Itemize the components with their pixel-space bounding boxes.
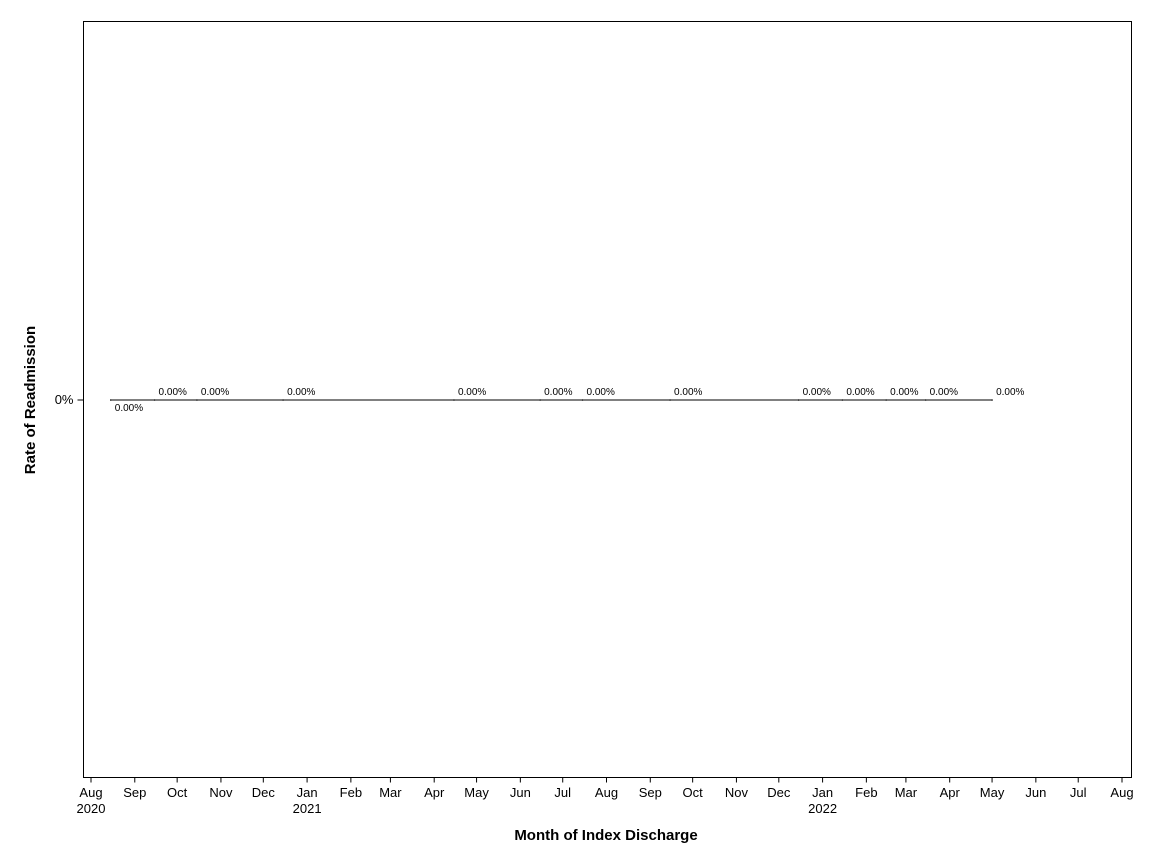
x-axis-title: Month of Index Discharge <box>514 827 697 844</box>
x-tick-label: May <box>980 785 1005 800</box>
data-point <box>991 399 993 401</box>
x-tick-label: Apr <box>424 785 445 800</box>
data-point <box>581 399 584 401</box>
x-tick-label: Sep <box>639 785 662 800</box>
series-layer: 0.00% 0.00% 0.00% 0.00% 0.00% 0.00% 0.00% 0.00%… <box>109 387 1025 414</box>
x-axis: Aug Sep Oct Nov Dec Jan Feb Mar Apr May Jun Jul Aug S… <box>77 777 1134 816</box>
x-year-label: 2021 <box>293 801 322 816</box>
data-point <box>841 399 844 401</box>
data-point <box>885 399 887 401</box>
x-tick-label: Jun <box>510 785 531 800</box>
x-tick-label: Sep <box>123 785 146 800</box>
data-label: 0.00% <box>201 387 229 398</box>
x-tick-label: Feb <box>340 785 362 800</box>
x-tick-label: Feb <box>855 785 877 800</box>
data-label: 0.00% <box>115 403 143 414</box>
x-tick-label: Aug <box>1110 785 1133 800</box>
data-label: 0.00% <box>458 387 486 398</box>
data-label: 0.00% <box>803 387 831 398</box>
x-tick-label: Jun <box>1025 785 1046 800</box>
data-point <box>153 399 156 401</box>
data-point <box>453 399 455 401</box>
data-label: 0.00% <box>287 387 315 398</box>
x-tick-label: Mar <box>379 785 402 800</box>
data-label: 0.00% <box>890 387 918 398</box>
data-point <box>109 399 112 401</box>
y-axis-title: Rate of Readmission <box>22 326 39 474</box>
data-label: 0.00% <box>674 387 702 398</box>
data-point <box>669 399 671 401</box>
data-point <box>196 399 198 401</box>
data-label: 0.00% <box>996 387 1024 398</box>
data-label: 0.00% <box>930 387 958 398</box>
data-point <box>539 399 541 401</box>
x-tick-label: Jan <box>812 785 833 800</box>
data-label: 0.00% <box>544 387 572 398</box>
y-axis: 0% <box>55 392 84 407</box>
x-tick-label: Jan <box>297 785 318 800</box>
x-tick-label: Jul <box>554 785 571 800</box>
x-tick-label: Dec <box>767 785 791 800</box>
x-tick-label: Jul <box>1070 785 1087 800</box>
x-tick-label: Nov <box>209 785 233 800</box>
x-tick-label: Aug <box>595 785 618 800</box>
x-tick-label: Aug <box>79 785 102 800</box>
x-tick-label: Oct <box>683 785 704 800</box>
data-label: 0.00% <box>586 387 614 398</box>
x-tick-label: Apr <box>940 785 961 800</box>
x-tick-label: Dec <box>252 785 276 800</box>
data-point <box>282 399 284 401</box>
data-point <box>924 399 927 401</box>
data-label: 0.00% <box>846 387 874 398</box>
x-tick-label: May <box>464 785 489 800</box>
data-label: 0.00% <box>159 387 187 398</box>
x-tick-label: Oct <box>167 785 188 800</box>
x-year-label: 2022 <box>808 801 837 816</box>
x-year-label: 2020 <box>77 801 106 816</box>
x-tick-label: Nov <box>725 785 749 800</box>
data-point <box>797 399 800 401</box>
x-tick-label: Mar <box>895 785 918 800</box>
y-tick-label: 0% <box>55 392 74 407</box>
